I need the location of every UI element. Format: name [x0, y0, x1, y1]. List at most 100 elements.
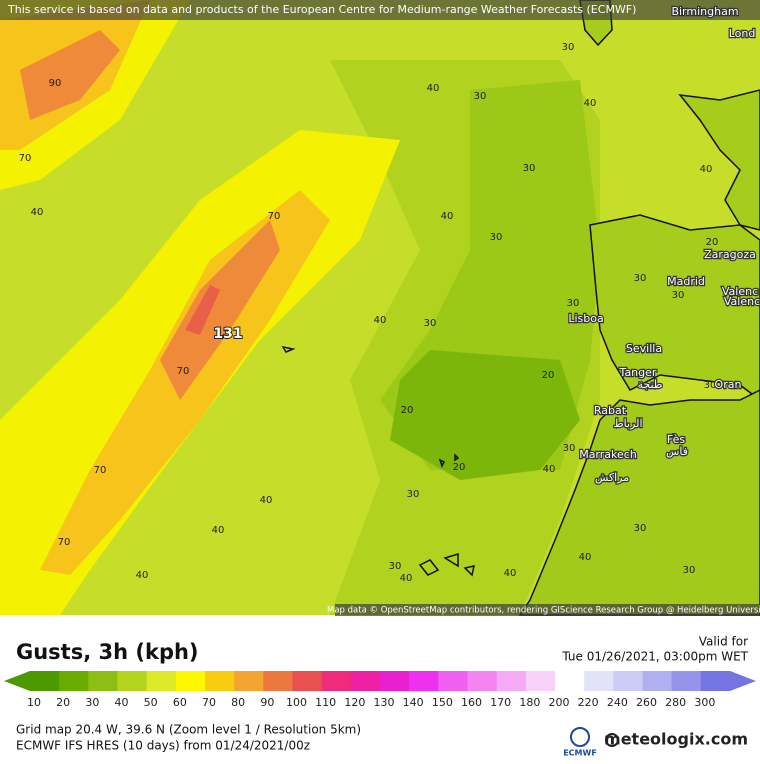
contour-label: 30	[634, 273, 647, 284]
city-label: Valenc	[724, 295, 760, 308]
city-label: طنجة	[637, 378, 662, 391]
city-label: Marrakech	[579, 448, 637, 461]
city-label: Sevilla	[626, 342, 662, 355]
colorbar-cell	[146, 671, 177, 691]
grid-info: Grid map 20.4 W, 39.6 N (Zoom level 1 / …	[16, 723, 361, 737]
city-label: Madrid	[667, 275, 705, 288]
colorbar-label: 280	[665, 696, 686, 709]
city-label: Oran	[715, 378, 742, 391]
ecmwf-icon	[570, 727, 590, 747]
contour-label: 30	[389, 561, 402, 572]
colorbar-cell	[88, 671, 118, 691]
contour-label: 40	[427, 83, 440, 94]
contour-label: 70	[177, 366, 190, 377]
colorbar-cell	[642, 671, 673, 691]
city-label: Fès	[667, 433, 685, 446]
ecmwf-logo: ECMWF	[563, 749, 597, 758]
contour-label: 40	[400, 573, 413, 584]
banner-background	[0, 0, 760, 20]
contour-label: 40	[441, 211, 454, 222]
colorbar-label: 70	[202, 696, 216, 709]
contour-label: 30	[567, 298, 580, 309]
contour-label: 30	[704, 380, 717, 391]
contour-label: 40	[31, 207, 44, 218]
marker: 131	[213, 326, 242, 342]
land-france	[678, 89, 760, 231]
contour-label: 30	[523, 163, 536, 174]
contour-label: 30	[490, 232, 503, 243]
city-label: Lisboa	[568, 312, 603, 325]
colorbar-cell	[30, 671, 60, 691]
contour-label: 70	[94, 465, 107, 476]
colorbar-label: 10	[27, 696, 41, 709]
colorbar-cell	[350, 671, 381, 691]
contour-label: 30	[474, 91, 487, 102]
colorbar-cell	[234, 671, 264, 691]
colorbar-label: 50	[144, 696, 158, 709]
contour-label: 30	[634, 523, 647, 534]
colorbar-cell	[438, 671, 468, 691]
colorbar-cell	[555, 671, 585, 691]
colorbar-arrow-right	[730, 671, 756, 691]
colorbar-label: 240	[607, 696, 628, 709]
colorbar-cell	[671, 671, 702, 691]
colorbar-label: 20	[56, 696, 70, 709]
contour-label: 30	[563, 443, 576, 454]
colorbar-label: 200	[549, 696, 570, 709]
colorbar-arrow-left	[4, 671, 30, 691]
contour-label: 30	[407, 489, 420, 500]
colorbar-label: 260	[636, 696, 657, 709]
city-label: Lond	[729, 27, 756, 40]
contour-label: 20	[401, 405, 414, 416]
colorbar-cell	[613, 671, 643, 691]
contour-label: 30	[672, 290, 685, 301]
contour-label: 40	[212, 525, 225, 536]
field-90	[185, 285, 220, 335]
city-label: الرباط	[613, 417, 642, 430]
colorbar-label: 60	[173, 696, 187, 709]
colorbar-cell	[117, 671, 148, 691]
colorbar-label: 100	[286, 696, 307, 709]
contour-label: 30	[562, 42, 575, 53]
contour-label: 40	[700, 164, 713, 175]
contour-label: 40	[543, 464, 556, 475]
map: This service is based on data and produc…	[0, 0, 760, 616]
city-label: فاس	[666, 445, 688, 458]
contour-label: 20	[542, 370, 555, 381]
colorbar-label: 220	[578, 696, 599, 709]
city-label: Rabat	[594, 404, 627, 417]
contour-label: 70	[268, 211, 281, 222]
city-label: Valenc	[722, 285, 758, 298]
attribution: Map data © OpenStreetMap contributors, r…	[327, 606, 760, 616]
colorbar-label: 160	[461, 696, 482, 709]
contour-label: 40	[260, 495, 273, 506]
contour-label: 30	[424, 318, 437, 329]
colorbar-cell	[700, 671, 731, 691]
field-80	[160, 220, 280, 400]
colorbar-cell	[525, 671, 556, 691]
colorbar-label: 40	[115, 696, 129, 709]
contour-label: 90	[49, 78, 62, 89]
brand[interactable]: meteologix.com	[604, 730, 748, 749]
contour-label: 30	[683, 565, 696, 576]
contour-label: 20	[706, 237, 719, 248]
legend-title: Gusts, 3h (kph)	[16, 640, 199, 664]
contour-label: 20	[453, 462, 466, 473]
land-iberia	[589, 214, 760, 401]
colorbar-cell	[292, 671, 323, 691]
city-label: Zaragoza	[704, 248, 756, 261]
attribution-background	[335, 604, 760, 616]
city-label: Birmingham	[671, 5, 738, 18]
valid-label: Valid for	[699, 635, 748, 649]
field-80	[20, 30, 120, 120]
colorbar-cell	[263, 671, 293, 691]
colorbar-cell	[467, 671, 498, 691]
colorbar-label: 150	[432, 696, 453, 709]
valid-time: Tue 01/26/2021, 03:00pm WET	[561, 650, 748, 664]
colorbar-label: 180	[519, 696, 540, 709]
contour-label: 40	[504, 568, 517, 579]
colorbar-cell	[321, 671, 352, 691]
colorbar-label: 30	[85, 696, 99, 709]
colorbar-cell	[584, 671, 614, 691]
colorbar-label: 90	[260, 696, 274, 709]
